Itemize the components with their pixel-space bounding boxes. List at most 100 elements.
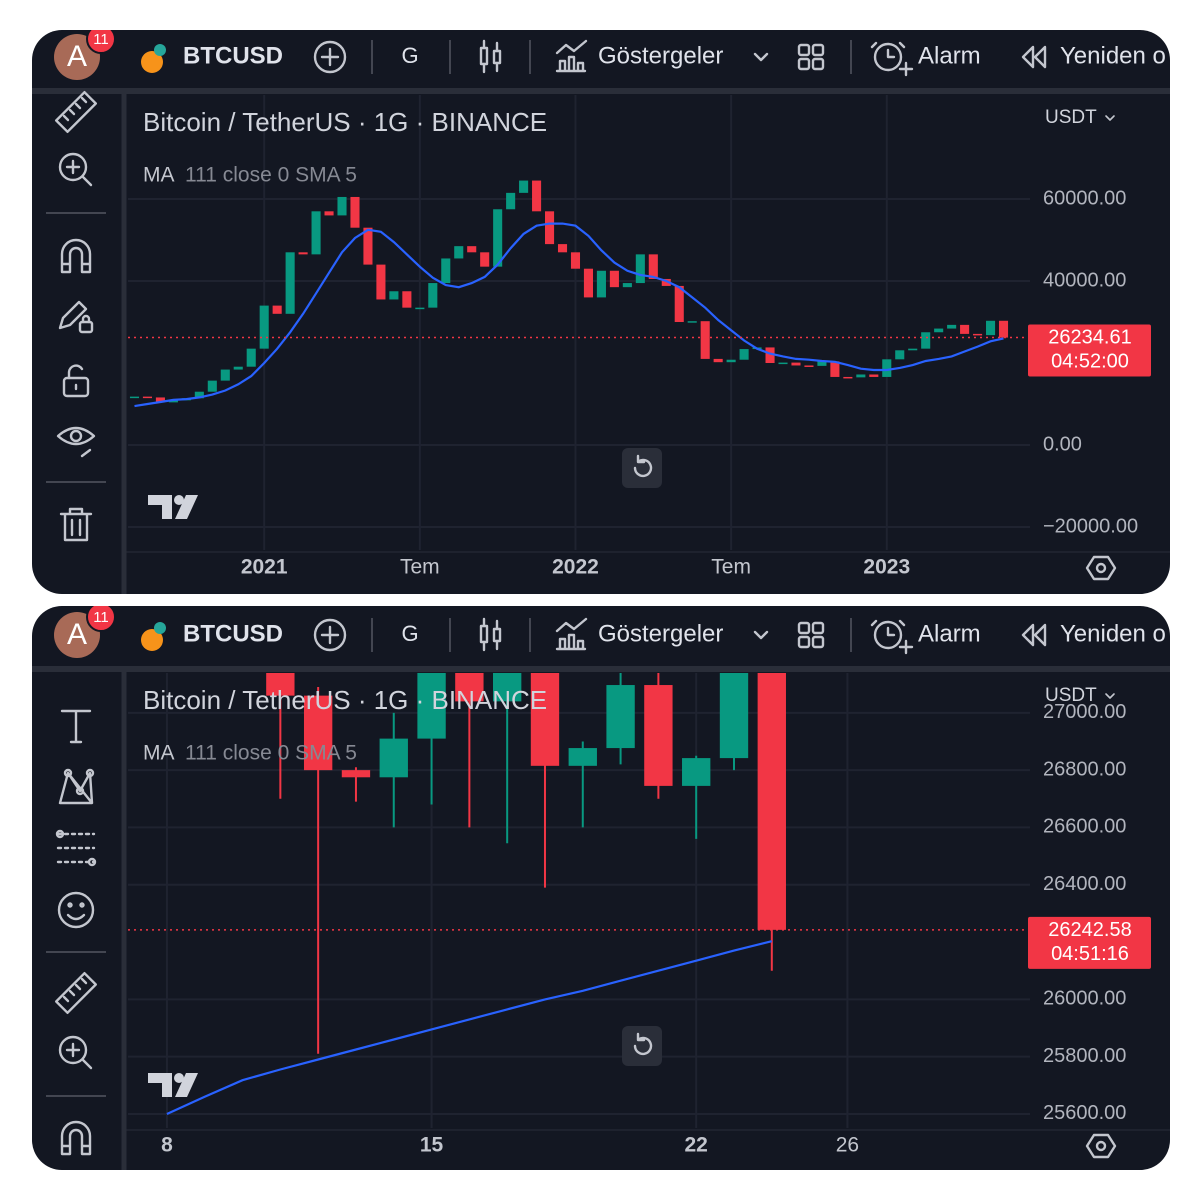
candle-body (142, 396, 152, 399)
candle-body (246, 348, 256, 367)
candle-body (363, 227, 373, 265)
indicators[interactable]: Göstergeler (598, 620, 723, 647)
ruler-icon[interactable] (55, 91, 97, 133)
alarm[interactable]: Alarm (918, 620, 981, 647)
avatar-letter: A (67, 40, 87, 73)
candle-body (272, 305, 282, 314)
icon-part (55, 829, 65, 839)
candle-body (530, 673, 560, 766)
indicators-icon[interactable] (555, 617, 588, 651)
symbol[interactable]: BTCUSD (183, 620, 283, 647)
x-tick-label: Tem (711, 556, 751, 579)
lock-icon[interactable] (62, 364, 90, 398)
trash-icon[interactable] (59, 507, 93, 542)
panel-background (32, 30, 1170, 594)
icon-part (60, 1120, 92, 1156)
zoom-icon[interactable] (58, 152, 93, 187)
fib-icon[interactable] (55, 829, 97, 867)
indicator-name[interactable]: MA (143, 164, 175, 187)
candle-body (415, 307, 425, 310)
candle-body (303, 695, 333, 771)
candle-body (428, 283, 438, 308)
candle-body (532, 180, 542, 212)
candle-body (622, 283, 632, 288)
add-symbol-icon[interactable] (313, 40, 347, 74)
alarm[interactable]: Alarm (918, 42, 981, 69)
price-label: 26242.58 (1048, 919, 1131, 941)
icon-part (1085, 555, 1117, 581)
tradingview-logo (148, 1073, 198, 1097)
indicators[interactable]: Göstergeler (598, 42, 723, 69)
icon-part (1085, 1133, 1117, 1159)
ruler-icon[interactable] (55, 972, 97, 1014)
icon-part (555, 39, 588, 73)
replay[interactable]: Yeniden o (1060, 42, 1166, 69)
candle-body (389, 291, 399, 300)
plot-area (166, 673, 786, 1116)
candle-body (194, 391, 204, 399)
alarm-icon[interactable] (870, 619, 914, 655)
currency-chevron[interactable] (1105, 693, 1115, 699)
reset-button[interactable] (622, 1026, 662, 1066)
alarm-icon[interactable] (870, 41, 914, 77)
candle-body (804, 365, 814, 367)
currency[interactable]: USDT (1045, 107, 1097, 128)
candle-body (441, 258, 451, 284)
chart-type-icon[interactable] (479, 617, 502, 652)
candle-body (570, 252, 581, 269)
tradingview-logo (148, 495, 198, 519)
panel: A 11 BTCUSD G Göstergeler Alarm Yeniden o 60000… (32, 30, 1170, 594)
text-tool-icon[interactable] (60, 709, 92, 744)
zoom-icon[interactable] (58, 1035, 93, 1070)
icon-part (58, 152, 88, 182)
indicator-name[interactable]: MA (143, 742, 175, 765)
layout-icon[interactable] (797, 621, 825, 649)
reset-button[interactable] (622, 448, 662, 488)
pattern-icon[interactable] (58, 768, 95, 805)
currency[interactable]: USDT (1045, 685, 1097, 706)
replay-icon[interactable] (1021, 45, 1047, 69)
chevron-icon[interactable] (753, 52, 769, 62)
icon-part (811, 621, 825, 635)
emoji-icon[interactable] (57, 891, 95, 929)
settings-icon[interactable] (1085, 1133, 1117, 1159)
icon-part (1095, 562, 1107, 574)
symbol-logo (141, 51, 163, 73)
icon-part (80, 448, 92, 458)
indicators-icon[interactable] (555, 39, 588, 73)
icon-part (797, 43, 811, 57)
x-tick-label: 2021 (241, 556, 288, 579)
magnet-icon[interactable] (60, 1120, 92, 1156)
magnet-icon[interactable] (60, 238, 92, 274)
plot-area (129, 180, 1009, 408)
chevron-icon[interactable] (753, 630, 769, 640)
candle-body (220, 369, 230, 381)
settings-icon[interactable] (1085, 555, 1117, 581)
icon-part (870, 619, 914, 655)
icon-part (811, 635, 825, 649)
icon-part (622, 448, 662, 488)
candle-body (895, 350, 905, 360)
symbol[interactable]: BTCUSD (183, 42, 283, 69)
layout-icon[interactable] (797, 43, 825, 71)
y-tick-label: −20000.00 (1043, 515, 1138, 537)
candle-body (674, 285, 684, 323)
add-symbol-icon[interactable] (313, 618, 347, 652)
candle-body (454, 246, 464, 259)
chart-type-icon[interactable] (479, 39, 502, 74)
candle-body (519, 180, 529, 193)
symbol-logo (141, 629, 163, 651)
eye-icon[interactable] (56, 426, 96, 458)
price-label-bg (1028, 324, 1151, 377)
interval[interactable]: G (401, 43, 418, 68)
y-tick-label: 0.00 (1043, 433, 1082, 455)
icon-part (482, 617, 499, 652)
candle-body (778, 362, 788, 365)
price-label: 26234.61 (1048, 327, 1131, 349)
replay[interactable]: Yeniden o (1060, 620, 1166, 647)
replay-icon[interactable] (1021, 623, 1047, 647)
interval[interactable]: G (401, 621, 418, 646)
currency-chevron[interactable] (1105, 115, 1115, 121)
candle-body (259, 305, 269, 349)
draw-lock-icon[interactable] (58, 300, 94, 334)
